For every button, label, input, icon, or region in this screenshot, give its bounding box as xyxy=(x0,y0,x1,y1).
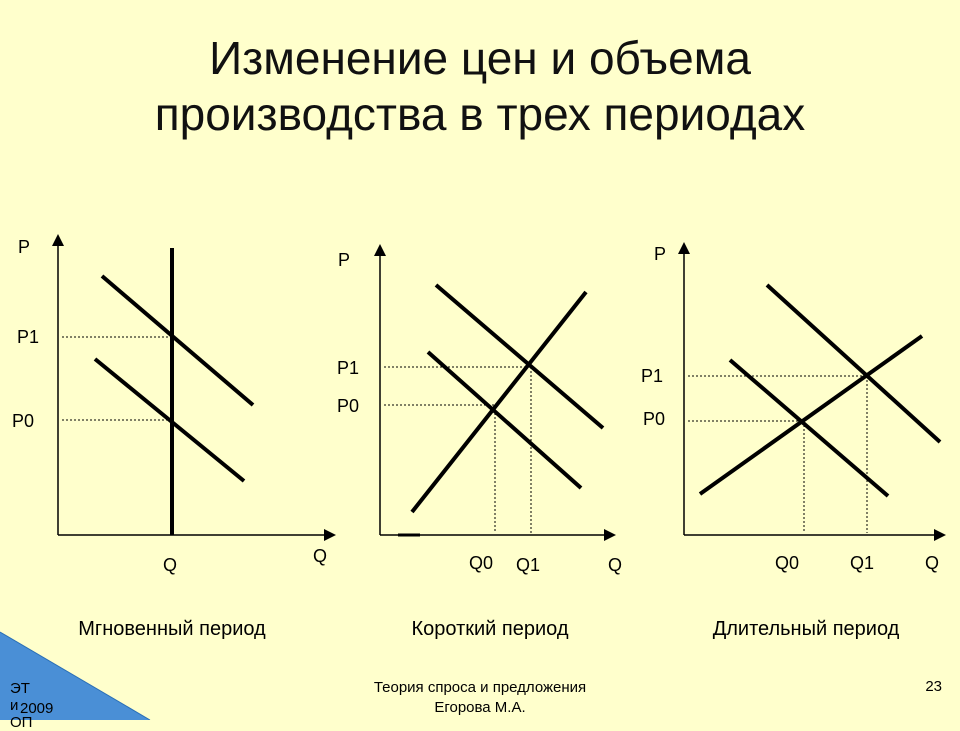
demand-curve-d0 xyxy=(728,358,890,498)
title-line-2: производства в трех периодах xyxy=(154,88,806,140)
q0-label: Q0 xyxy=(469,553,493,573)
title-line-1: Изменение цен и объема xyxy=(209,32,751,84)
graph-long: P P1 P0 Q0 Q1 Q xyxy=(641,242,946,573)
demand-curve-d1 xyxy=(434,283,605,430)
q-axis-label: Q xyxy=(313,546,327,566)
slide-title: Изменение цен и объема производства в тр… xyxy=(0,30,960,142)
corner-line-2: 2009 xyxy=(20,700,54,717)
p0-label: P0 xyxy=(643,409,665,429)
p-axis-label: P xyxy=(338,250,350,270)
footer-center: Теория спроса и предложения Егорова М.А. xyxy=(374,678,586,718)
graph-short: P P1 P0 Q0 Q1 Q xyxy=(337,244,622,575)
graph-instant: P P1 P0 Q Q xyxy=(12,234,336,575)
p0-label: P0 xyxy=(12,411,34,431)
supply-curve xyxy=(410,290,588,514)
demand-curve-d0 xyxy=(426,350,583,490)
supply-curve xyxy=(698,334,924,496)
demand-curve-d1 xyxy=(100,274,255,407)
q0-label: Q0 xyxy=(775,553,799,573)
p1-label: P1 xyxy=(641,366,663,386)
footer-author: Егорова М.А. xyxy=(434,699,526,716)
caption-short: Короткий период xyxy=(411,618,569,640)
q-axis-label: Q xyxy=(925,553,939,573)
footer-course: Теория спроса и предложения xyxy=(373,679,587,696)
demand-curve-d1 xyxy=(765,283,942,444)
q1-label: Q1 xyxy=(850,553,874,573)
caption-long: Длительный период xyxy=(712,618,900,640)
p0-label: P0 xyxy=(337,396,359,416)
p-axis-label: P xyxy=(18,237,30,257)
p1-label: P1 xyxy=(17,327,39,347)
q-label: Q xyxy=(163,555,177,575)
p1-label: P1 xyxy=(337,358,359,378)
caption-instant: Мгновенный период xyxy=(78,618,266,640)
page-number: 23 xyxy=(925,678,942,695)
corner-triangle-edge xyxy=(0,631,151,720)
p-axis-label: P xyxy=(654,244,666,264)
q-axis-label: Q xyxy=(608,555,622,575)
q1-label: Q1 xyxy=(516,555,540,575)
demand-curve-d0 xyxy=(93,357,246,483)
